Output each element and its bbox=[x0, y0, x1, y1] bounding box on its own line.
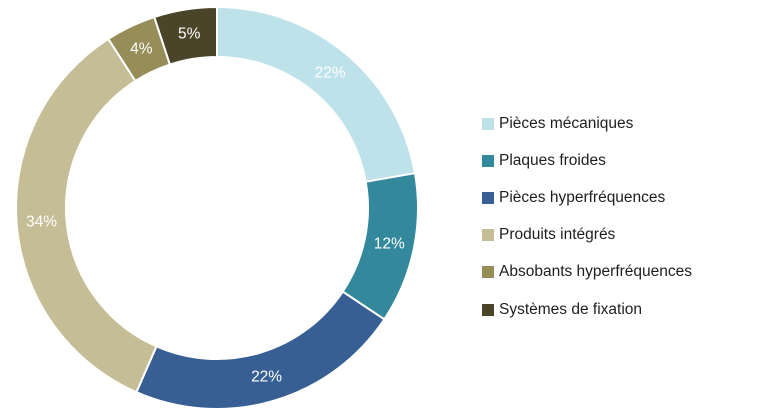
legend-item-absobants-hyperfrequences: Absobants hyperfréquences bbox=[482, 254, 692, 291]
legend-label: Pièces hyperfréquences bbox=[499, 188, 666, 206]
legend-item-produits-integres: Produits intégrés bbox=[482, 217, 692, 254]
legend-label: Systèmes de fixation bbox=[499, 300, 643, 318]
legend-swatch bbox=[482, 303, 494, 316]
legend-item-pieces-hyperfrequences: Pièces hyperfréquences bbox=[482, 179, 692, 216]
slice-label-systemes-de-fixation: 5% bbox=[178, 26, 201, 43]
slice-pieces-mecaniques bbox=[216, 5, 417, 183]
slice-label-pieces-mecaniques: 22% bbox=[315, 65, 346, 82]
legend-item-plaques-froides: Plaques froides bbox=[482, 142, 692, 179]
legend-swatch bbox=[482, 154, 494, 167]
legend-item-systemes-de-fixation: Systèmes de fixation bbox=[482, 291, 692, 328]
legend-label: Pièces mécaniques bbox=[499, 114, 634, 132]
legend-swatch bbox=[482, 117, 494, 130]
slice-produits-integres bbox=[15, 37, 158, 394]
slice-label-produits-integres: 34% bbox=[26, 213, 57, 230]
legend-label: Absobants hyperfréquences bbox=[499, 263, 693, 281]
slice-systemes-de-fixation bbox=[153, 5, 218, 66]
slice-label-absobants-hyperfrequences: 4% bbox=[130, 41, 153, 58]
slice-label-pieces-hyperfrequences: 22% bbox=[251, 368, 282, 385]
legend-label: Plaques froides bbox=[499, 151, 606, 169]
legend-swatch bbox=[482, 266, 494, 279]
chart-legend: Pièces mécaniques Plaques froides Pièces… bbox=[482, 105, 692, 328]
legend-swatch bbox=[482, 229, 494, 242]
legend-swatch bbox=[482, 191, 494, 204]
slice-pieces-hyperfrequences bbox=[135, 290, 386, 410]
legend-item-pieces-mecaniques: Pièces mécaniques bbox=[482, 105, 692, 142]
legend-label: Produits intégrés bbox=[499, 226, 616, 244]
slice-label-plaques-froides: 12% bbox=[374, 236, 405, 253]
